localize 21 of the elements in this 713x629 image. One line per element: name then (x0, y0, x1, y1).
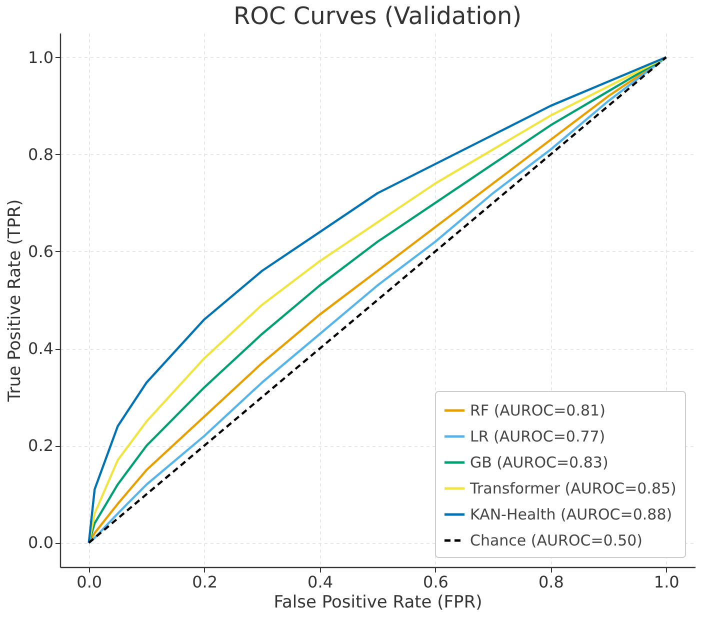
chart-title: ROC Curves (Validation) (233, 2, 522, 30)
x-tick-label: 0.4 (308, 572, 333, 592)
x-tick-label: 1.0 (654, 572, 680, 592)
y-tick-label: 0.0 (28, 533, 54, 552)
x-tick-label: 0.0 (76, 572, 102, 592)
legend-label: RF (AUROC=0.81) (470, 402, 606, 420)
x-tick-label: 0.2 (192, 572, 218, 592)
legend-label: Chance (AUROC=0.50) (470, 532, 643, 550)
y-tick-label: 0.4 (28, 339, 54, 358)
legend-label: LR (AUROC=0.77) (470, 428, 606, 446)
legend-label: Transformer (AUROC=0.85) (469, 480, 676, 498)
x-tick-label: 0.8 (538, 572, 564, 592)
x-axis-title: False Positive Rate (FPR) (274, 592, 482, 612)
y-tick-label: 0.2 (28, 436, 54, 456)
legend-label: KAN-Health (AUROC=0.88) (470, 506, 672, 524)
y-tick-label: 0.8 (28, 144, 54, 164)
legend-label: GB (AUROC=0.83) (470, 454, 608, 472)
y-axis-title: True Positive Rate (TPR) (5, 199, 26, 403)
x-tick-label: 0.6 (423, 572, 448, 592)
y-tick-label: 1.0 (28, 48, 54, 67)
y-tick-label: 0.6 (28, 242, 54, 261)
